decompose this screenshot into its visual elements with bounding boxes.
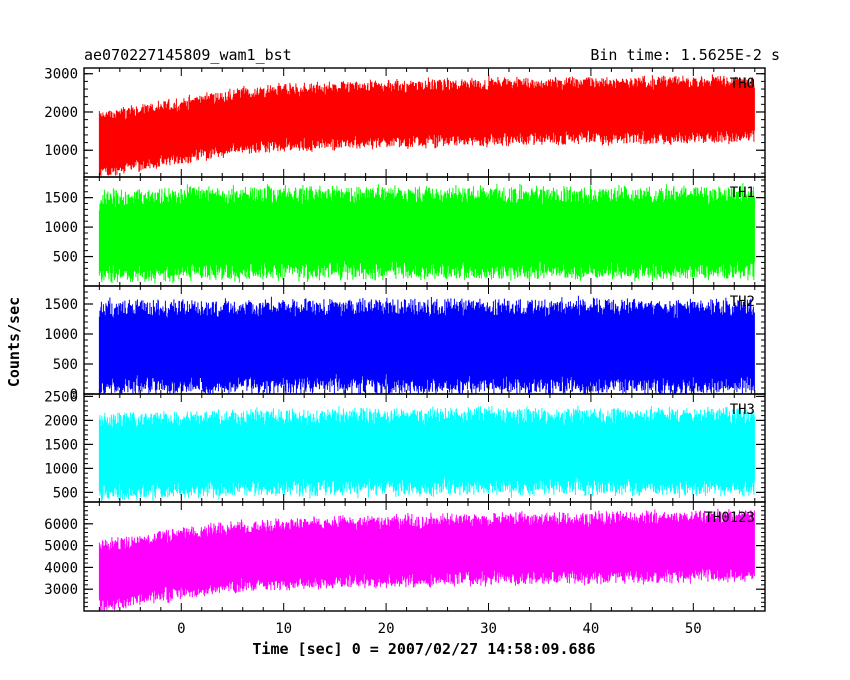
panels-group: 1000 2000 3000 TH0 500 1000 1500 TH1 0 500 1000 150…	[44, 67, 766, 612]
y-tick-label: 1500	[44, 297, 78, 313]
series-th0123	[98, 508, 755, 611]
series-th0	[98, 74, 755, 177]
y-tick-label: 2000	[44, 413, 78, 429]
panel-label: TH0	[730, 76, 755, 92]
y-tick-label: 1500	[44, 437, 78, 453]
panel-label: TH3	[730, 402, 755, 418]
x-axis-title: Time [sec] 0 = 2007/02/27 14:58:09.686	[252, 640, 595, 658]
panel-label: TH0123	[704, 510, 755, 526]
y-tick-label: 1000	[44, 143, 78, 159]
y-tick-label: 1000	[44, 220, 78, 236]
x-tick-label: 20	[378, 621, 395, 637]
x-tick-label: 50	[685, 621, 702, 637]
y-tick-label: 500	[53, 357, 78, 373]
y-tick-label: 500	[53, 485, 78, 501]
panel-frame	[83, 501, 766, 612]
panel-th3: 500 1000 1500 2000 2500 TH3	[44, 389, 766, 503]
x-tick-label: 30	[480, 621, 497, 637]
y-tick-label: 2500	[44, 389, 78, 405]
y-tick-label: 6000	[44, 517, 78, 533]
panel-th0123: 3000 4000 5000 6000 TH0123	[44, 501, 766, 612]
y-tick-label: 0	[70, 387, 78, 403]
y-tick-label: 5000	[44, 539, 78, 555]
panel-th0: 1000 2000 3000 TH0	[44, 67, 766, 178]
x-tick-label: 40	[582, 621, 599, 637]
y-tick-label: 2000	[44, 105, 78, 121]
chart-title: ae070227145809_wam1_bst	[84, 46, 292, 64]
y-axis-title: Counts/sec	[5, 297, 23, 387]
panel-label: TH1	[730, 185, 755, 201]
x-tick-label: 10	[275, 621, 292, 637]
series-th1	[98, 183, 755, 284]
series-th2	[98, 295, 755, 394]
y-tick-label: 500	[53, 250, 78, 266]
panel-th1: 500 1000 1500 TH1	[44, 176, 766, 287]
y-tick-label: 1000	[44, 327, 78, 343]
y-tick-label: 1000	[44, 461, 78, 477]
y-tick-label: 1500	[44, 191, 78, 207]
y-tick-label: 4000	[44, 560, 78, 576]
bin-time-label: Bin time: 1.5625E-2 s	[590, 46, 780, 64]
y-tick-label: 3000	[44, 67, 78, 83]
x-tick-label: 0	[177, 621, 185, 637]
x-axis: 0 10 20 30 40 50	[177, 621, 702, 637]
panel-label: TH2	[730, 294, 755, 310]
panel-th2: 0 500 1000 1500 TH2	[44, 285, 766, 403]
series-th3	[98, 405, 755, 502]
y-tick-label: 3000	[44, 582, 78, 598]
